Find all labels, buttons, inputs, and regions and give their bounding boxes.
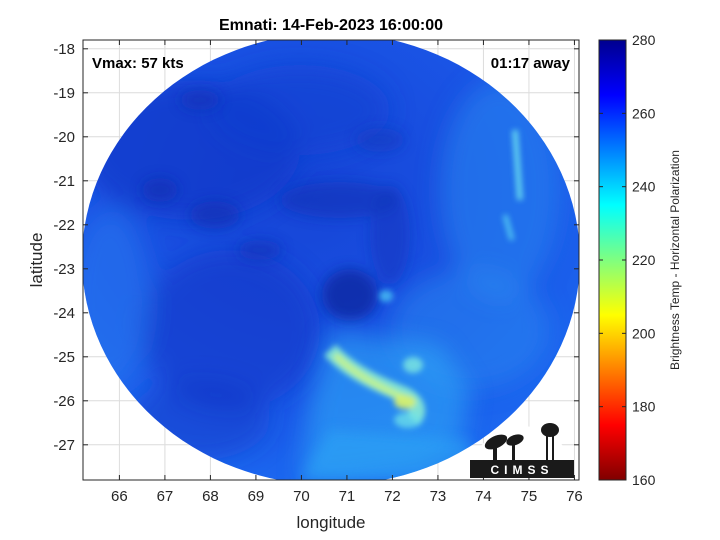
cimss-logo: CIMSS xyxy=(470,423,574,478)
y-tick-label: -23 xyxy=(53,261,75,278)
x-tick-label: 74 xyxy=(475,488,492,505)
water-tower-icon xyxy=(541,423,559,460)
colorbar-tick-label: 220 xyxy=(632,252,656,268)
colorbar-tick-label: 200 xyxy=(632,325,656,341)
satellite-dish-icon xyxy=(484,434,524,460)
x-tick-label: 75 xyxy=(521,488,538,505)
y-tick-label: -19 xyxy=(53,85,75,102)
y-tick-label: -21 xyxy=(53,173,75,190)
colorbar-tick-label: 160 xyxy=(632,472,656,488)
vmax-label: Vmax: 57 kts xyxy=(92,55,184,72)
colorbar xyxy=(598,39,627,481)
x-axis-ticks: 66 67 68 69 70 71 72 73 74 75 76 xyxy=(111,40,583,505)
y-tick-label: -18 xyxy=(53,41,75,58)
y-axis-label: latitude xyxy=(27,233,46,288)
y-tick-label: -27 xyxy=(53,437,75,454)
x-tick-label: 71 xyxy=(339,488,356,505)
colorbar-tick-label: 240 xyxy=(632,179,656,195)
y-axis-ticks: -18 -19 -20 -21 -22 -23 -24 -25 -26 -27 xyxy=(53,41,579,454)
x-tick-label: 76 xyxy=(566,488,583,505)
logo-text: CIMSS xyxy=(490,463,553,477)
microwave-swath xyxy=(83,40,579,480)
colorbar-tick-label: 180 xyxy=(632,399,656,415)
x-tick-label: 68 xyxy=(202,488,219,505)
time-offset-label: 01:17 away xyxy=(491,55,571,72)
x-tick-label: 70 xyxy=(293,488,310,505)
x-axis-label: longitude xyxy=(296,513,365,532)
chart-title: Emnati: 14-Feb-2023 16:00:00 xyxy=(219,17,443,34)
y-tick-label: -20 xyxy=(53,129,75,146)
x-tick-label: 73 xyxy=(430,488,447,505)
y-tick-label: -26 xyxy=(53,393,75,410)
y-tick-label: -24 xyxy=(53,305,75,322)
x-tick-label: 72 xyxy=(384,488,401,505)
x-tick-label: 69 xyxy=(248,488,265,505)
colorbar-tick-label: 280 xyxy=(632,32,656,48)
colorbar-label: Brightness Temp - Horizontal Polarizatio… xyxy=(668,150,682,370)
colorbar-ticks: 280 260 240 220 200 180 160 xyxy=(599,32,656,488)
x-tick-label: 66 xyxy=(111,488,128,505)
y-tick-label: -22 xyxy=(53,217,75,234)
axes-frame xyxy=(82,39,580,481)
x-tick-label: 67 xyxy=(157,488,174,505)
colorbar-tick-label: 260 xyxy=(632,105,656,121)
y-tick-label: -25 xyxy=(53,349,75,366)
